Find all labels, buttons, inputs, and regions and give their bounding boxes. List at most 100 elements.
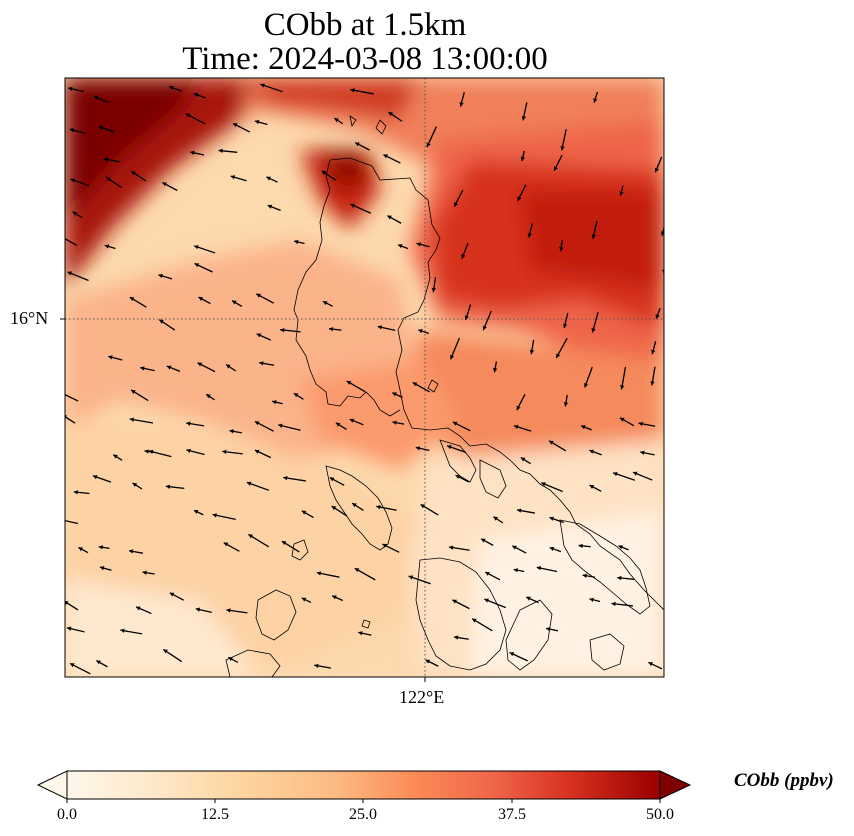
wind-arrow-head xyxy=(232,123,238,128)
wind-arrow-head xyxy=(418,329,423,334)
wind-arrow xyxy=(65,393,79,402)
wind-arrow-head xyxy=(517,508,522,513)
wind-arrow xyxy=(65,519,79,525)
colorbar-tick-label: 12.5 xyxy=(201,806,229,823)
wind-arrow-head xyxy=(392,420,397,425)
wind-arrow-head xyxy=(454,635,459,640)
wind-arrow-head xyxy=(158,273,163,279)
wind-arrow-head xyxy=(461,254,466,259)
wind-arrow-head xyxy=(248,534,253,539)
wind-arrow-head xyxy=(536,565,542,571)
wind-arrow-head xyxy=(194,245,199,250)
wind-arrow-head xyxy=(185,113,191,118)
wind-arrow-head xyxy=(322,301,328,306)
coastline-southeast xyxy=(559,519,651,615)
wind-arrow-head xyxy=(355,142,360,147)
wind-arrow-head xyxy=(148,449,154,455)
wind-arrow-head xyxy=(206,394,211,399)
wind-arrow-head xyxy=(314,663,319,669)
wind-arrow-head xyxy=(128,549,134,554)
wind-arrow-head xyxy=(246,481,252,486)
wind-arrow-head xyxy=(618,545,623,550)
wind-arrow-head xyxy=(350,88,355,93)
wind-arrow-head xyxy=(464,315,469,320)
wind-arrow-head xyxy=(527,233,532,238)
wind-arrow-head xyxy=(559,246,564,252)
wind-arrow-head xyxy=(65,415,68,419)
map-frame xyxy=(64,77,665,678)
wind-arrow-head xyxy=(509,652,515,657)
wind-arrow-head xyxy=(56,517,60,521)
wind-arrow-head xyxy=(455,475,461,479)
wind-arrow-head xyxy=(58,391,63,395)
wind-arrow-head xyxy=(278,423,283,428)
wind-arrow-head xyxy=(218,148,223,154)
wind-arrow-head xyxy=(332,595,337,600)
wind-arrow-head xyxy=(352,503,357,508)
wind-arrow-head xyxy=(267,204,273,209)
colorbar-extend-min xyxy=(36,770,68,800)
coastline-peninsula xyxy=(325,465,393,551)
wind-arrow-head xyxy=(593,98,598,103)
wind-arrow-head xyxy=(556,353,561,358)
wind-arrow-head xyxy=(549,546,555,551)
wind-arrow-head xyxy=(283,475,288,481)
wind-arrow-head xyxy=(454,202,459,207)
wind-arrow-head xyxy=(105,177,111,182)
wind-arrow-head xyxy=(526,596,531,601)
wind-arrow-head xyxy=(562,323,568,329)
wind-arrow-head xyxy=(560,146,565,151)
wind-arrow-head xyxy=(416,242,421,247)
wind-arrow-head xyxy=(103,157,108,162)
wind-arrow-head xyxy=(280,327,285,333)
wind-arrow-head xyxy=(70,663,75,668)
wind-arrow-head xyxy=(459,102,464,107)
wind-arrow-head xyxy=(329,477,335,482)
wind-arrow-head xyxy=(99,566,105,571)
wind-arrow-head xyxy=(104,244,110,249)
wind-arrow-head xyxy=(611,601,616,607)
colorbar-tick-label: 50.0 xyxy=(646,806,674,823)
wind-arrow-head xyxy=(68,86,73,92)
wind-arrow-head xyxy=(638,421,643,427)
wind-arrow-head xyxy=(281,541,287,546)
wind-arrow-head xyxy=(619,417,625,422)
wind-arrow-head xyxy=(331,506,337,511)
wind-arrow-head xyxy=(69,128,75,133)
wind-arrow-head xyxy=(108,355,113,360)
wind-arrow-head xyxy=(392,392,397,397)
wind-arrow-head xyxy=(591,328,596,333)
wind-arrow-head xyxy=(230,175,236,180)
wind-arrow-head xyxy=(254,421,260,426)
wind-arrow-head xyxy=(229,429,234,434)
wind-arrow-head xyxy=(266,176,271,181)
wind-arrow-head xyxy=(513,568,519,573)
lat-tick-label: 16°N xyxy=(10,308,49,328)
wind-arrow-head xyxy=(541,482,546,487)
wind-arrow-head xyxy=(260,83,265,88)
wind-arrow-head xyxy=(67,271,72,276)
wind-arrow-head xyxy=(132,482,138,487)
wind-arrow-head xyxy=(377,325,383,330)
coastline-main-island xyxy=(329,157,664,611)
wind-arrow-head xyxy=(66,626,72,631)
wind-arrow-head xyxy=(420,504,426,509)
coastlines xyxy=(225,115,664,677)
wind-arrow-head xyxy=(129,297,135,302)
wind-arrow-head xyxy=(159,319,164,324)
coastline-small-islands xyxy=(349,115,439,629)
wind-arrow-head xyxy=(223,542,229,547)
wind-arrow-head xyxy=(412,382,418,387)
wind-arrow-head xyxy=(144,449,149,454)
wind-arrow-head xyxy=(485,571,490,576)
colorbar-label: CObb (ppbv) xyxy=(734,770,834,791)
wind-arrow-head xyxy=(59,235,64,239)
wind-arrow-head xyxy=(166,365,172,370)
wind-arrow-head xyxy=(256,293,261,298)
wind-arrow-head xyxy=(231,300,237,305)
wind-arrow-head xyxy=(650,381,655,386)
wind-arrow-head xyxy=(589,449,594,454)
wind-arrow-head xyxy=(350,203,355,208)
wind-arrow-head xyxy=(98,545,104,550)
map-title-line1: CObb at 1.5km xyxy=(263,7,467,43)
